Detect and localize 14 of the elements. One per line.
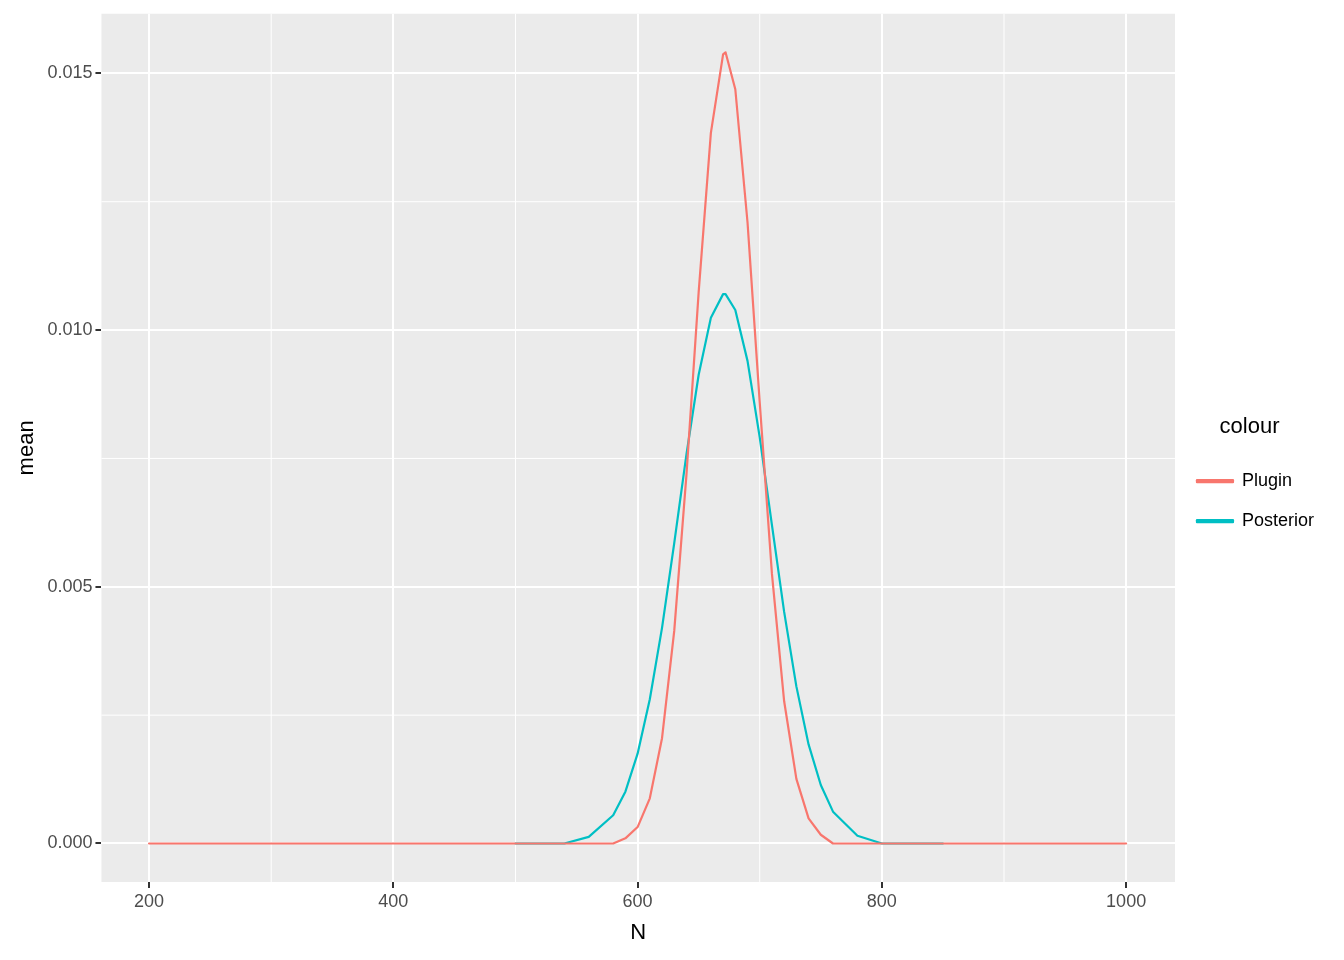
y-tick-label: 0.010 [47,319,93,340]
x-tick-label: 800 [866,890,897,911]
x-tick-label: 400 [378,890,409,911]
y-axis-title: mean [13,420,39,476]
legend-label: Posterior [1241,510,1315,531]
x-tick-label: 600 [622,890,653,911]
legend-title: colour [1219,412,1280,438]
legend-label: Plugin [1241,470,1293,491]
y-tick-label: 0.000 [47,832,93,853]
x-tick-label: 1000 [1106,890,1147,911]
y-tick-label: 0.015 [47,62,93,83]
y-tick-label: 0.005 [47,575,93,596]
x-axis-title: N [630,918,647,944]
x-tick-label: 200 [134,890,165,911]
